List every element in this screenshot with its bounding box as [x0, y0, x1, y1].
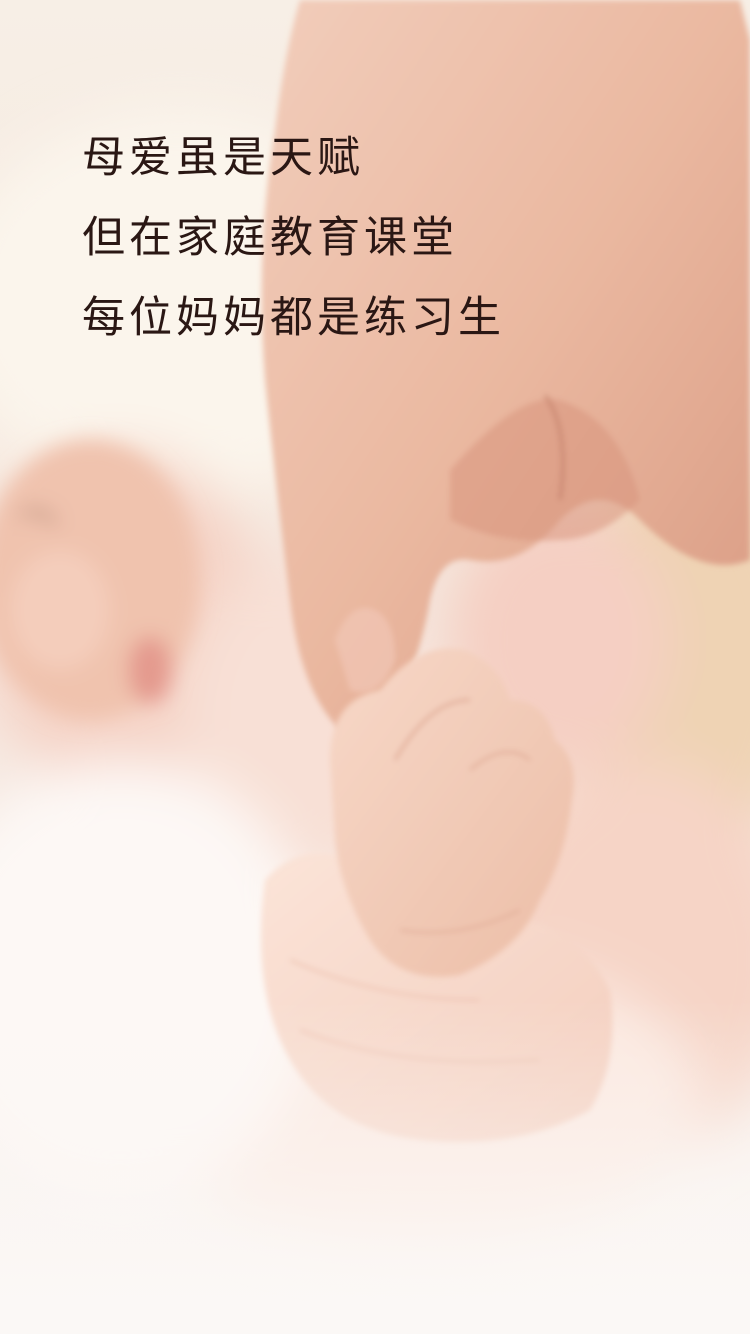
tagline: 母爱虽是天赋 但在家庭教育课堂 每位妈妈都是练习生: [82, 118, 682, 358]
tagline-line-3: 每位妈妈都是练习生: [82, 293, 505, 343]
tagline-line-2: 但在家庭教育课堂: [82, 213, 458, 263]
tagline-line-1: 母爱虽是天赋: [82, 133, 364, 183]
